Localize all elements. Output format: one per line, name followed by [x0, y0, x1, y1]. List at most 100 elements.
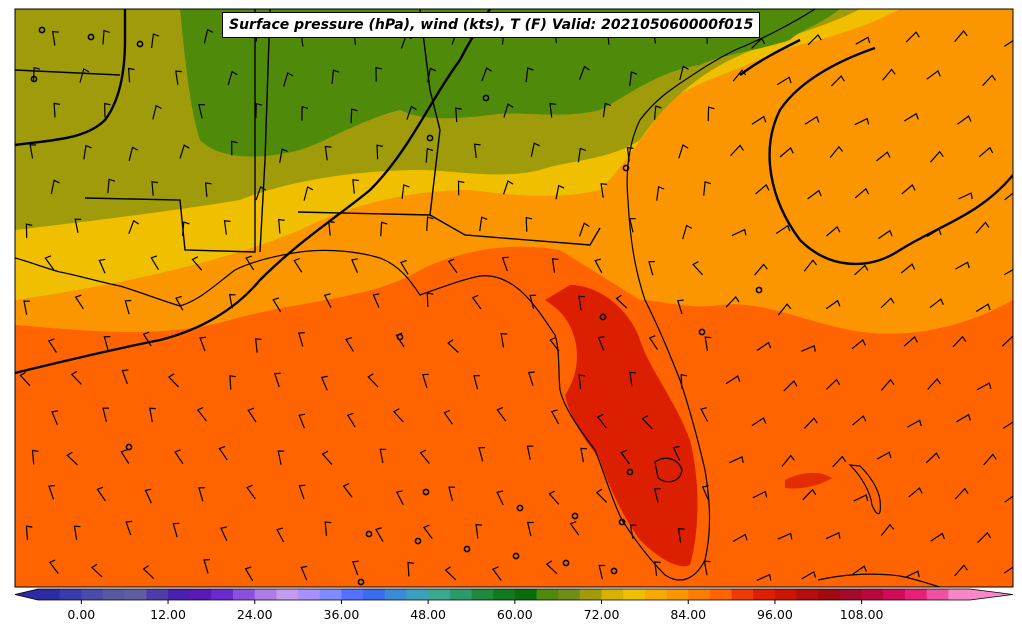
wind-barb [74, 294, 84, 310]
colorbar-segment [363, 589, 386, 600]
wind-barb [98, 258, 106, 274]
wind-barb [324, 145, 332, 161]
colorbar-segment [514, 589, 538, 600]
wind-barb [751, 37, 766, 49]
wind-barb [595, 488, 608, 503]
colorbar-segment [59, 589, 82, 600]
wind-barb [425, 147, 434, 163]
wind-barb [656, 185, 665, 201]
colorbar-segment [233, 589, 256, 600]
wind-barb [654, 561, 661, 576]
atlantic-coastline [639, 9, 816, 121]
wind-barb [982, 74, 996, 87]
colorbar-segment [731, 589, 754, 600]
colorbar-segment [471, 589, 494, 600]
wind-barb [629, 218, 636, 233]
coastlines-and-borders [15, 9, 941, 587]
wind-barb [227, 70, 238, 86]
wind-barb [426, 216, 434, 232]
temperature-field [15, 9, 1013, 587]
station-marker [357, 578, 365, 586]
wind-barb [751, 115, 767, 125]
wind-barb [830, 75, 845, 87]
isobar-northeast [739, 38, 801, 76]
wind-barb [602, 102, 612, 118]
wind-barb [151, 181, 158, 196]
wind-barb [298, 484, 306, 500]
wind-barb [926, 228, 942, 238]
wind-barb [320, 375, 328, 391]
wind-barb [73, 525, 81, 541]
wind-barb [128, 219, 140, 235]
wind-barb [648, 335, 658, 350]
wind-barb [550, 409, 560, 425]
wind-barb [829, 145, 844, 158]
wind-barb [321, 450, 333, 465]
colorbar-segment [818, 589, 841, 600]
wind-barb [500, 333, 508, 348]
wind-barb [33, 66, 41, 82]
wind-barb [375, 66, 382, 82]
colorbar-tick-label: 24.00 [236, 607, 273, 622]
station-marker [414, 537, 422, 545]
colorbar-max-extension [970, 589, 1013, 600]
wind-barb [121, 369, 129, 385]
wind-barb [555, 184, 565, 200]
wind-barb [901, 184, 916, 195]
wind-barb [149, 407, 156, 423]
wind-barb [51, 410, 59, 426]
wind-barb [855, 36, 871, 45]
wind-barb [144, 488, 152, 504]
wind-barb [1004, 495, 1013, 503]
wind-barb [124, 299, 132, 315]
wind-barb [203, 559, 211, 574]
wind-barb [303, 186, 314, 201]
station-marker [755, 286, 763, 294]
station-marker [626, 468, 634, 476]
wind-barb [954, 564, 968, 577]
wind-barb [475, 523, 483, 539]
colorbar-segment [493, 589, 516, 600]
wind-barb [223, 220, 231, 235]
wind-barb [473, 143, 481, 159]
isobar-central [15, 9, 492, 375]
wind-barb [496, 406, 507, 422]
wind-barb [503, 103, 514, 118]
wind-barb [406, 105, 417, 120]
wind-barb [228, 293, 236, 309]
wind-barb [51, 31, 59, 46]
colorbar-segment [948, 589, 971, 600]
wind-barb [272, 297, 282, 313]
colorbar-segment [103, 589, 126, 600]
wind-barb [700, 407, 709, 422]
wind-barb [672, 445, 681, 461]
wind-barb [852, 565, 868, 575]
wind-barb [903, 336, 918, 347]
wind-barb [279, 148, 288, 164]
colorbar-segment [276, 589, 299, 600]
wind-barb [50, 179, 60, 195]
wind-barb [352, 560, 359, 576]
wind-barb [958, 192, 973, 200]
wind-barb [852, 415, 867, 426]
wind-barb [781, 454, 795, 467]
wind-barb [732, 533, 748, 543]
wind-barb [594, 258, 603, 274]
wind-barb [48, 484, 55, 500]
wind-barb [231, 140, 238, 156]
wind-barb [29, 144, 37, 159]
wind-barb [479, 216, 488, 232]
wind-barb [380, 221, 388, 237]
wind-barb [701, 485, 709, 501]
wind-barb [400, 259, 409, 275]
wind-barb [754, 263, 768, 276]
wind-barb [352, 179, 359, 194]
wind-barb [167, 373, 180, 388]
wind-barb [199, 336, 207, 352]
wind-barb [471, 294, 482, 310]
wind-barb [379, 448, 387, 464]
wind-barb [345, 337, 354, 352]
colorbar-segment [406, 589, 429, 600]
wind-barb [525, 67, 534, 82]
wind-barb [1004, 192, 1013, 201]
